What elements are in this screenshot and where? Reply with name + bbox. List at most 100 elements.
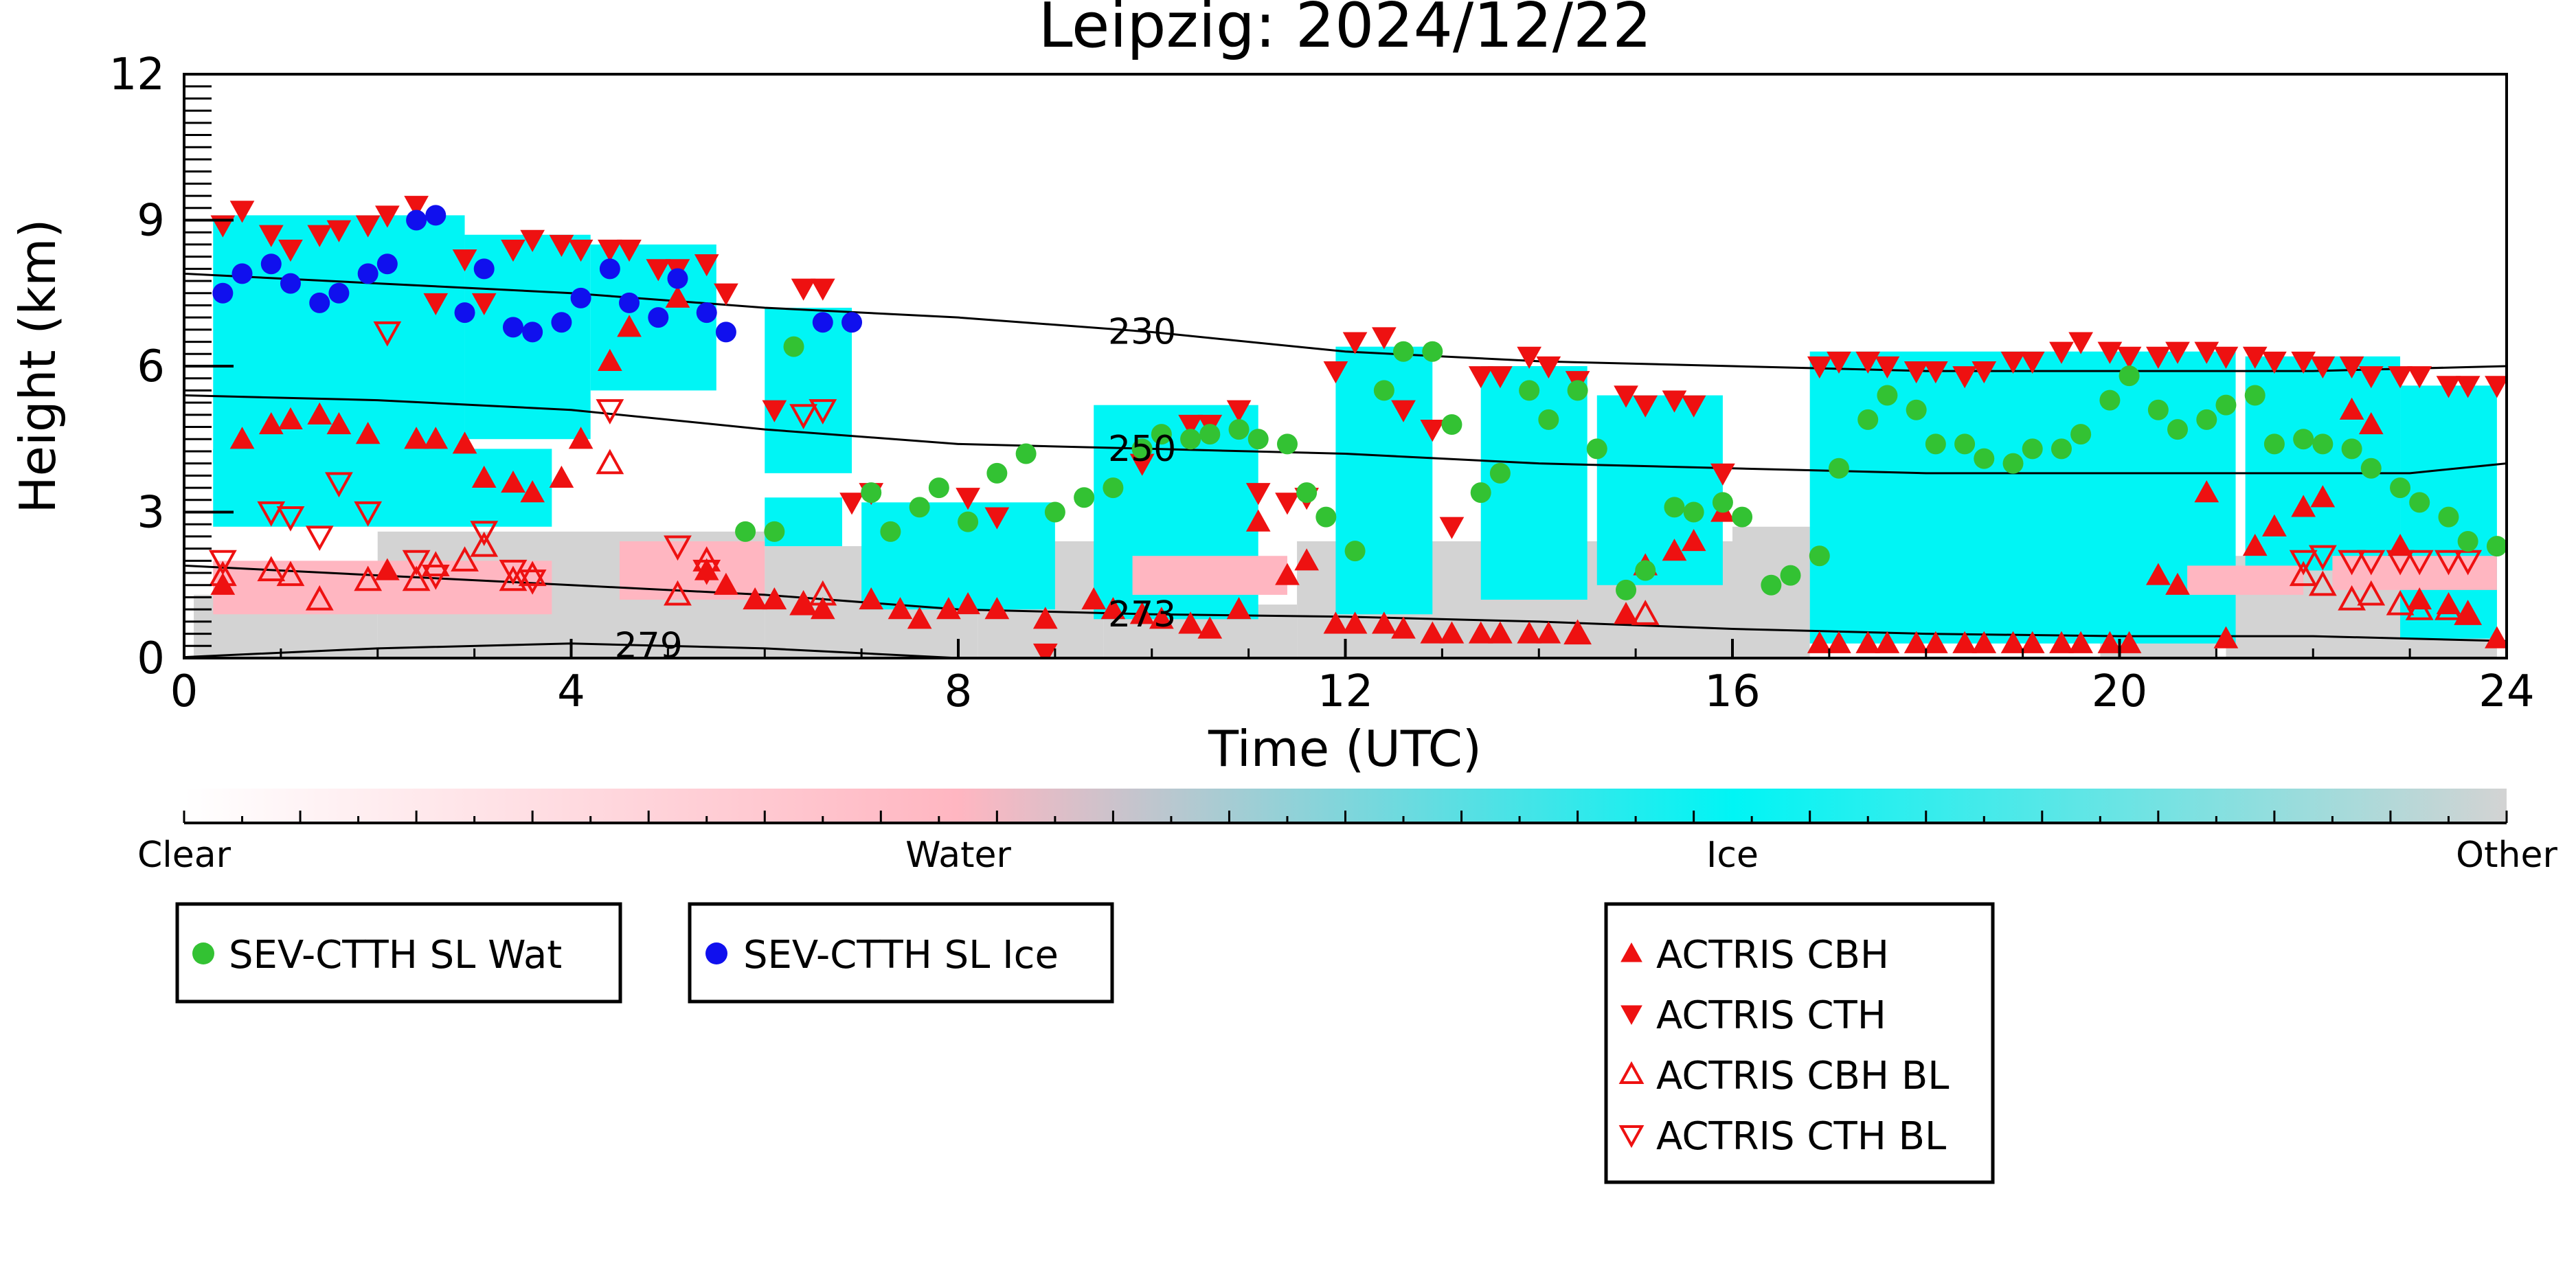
sev-ctth-sl-wat-point (861, 482, 882, 504)
sev-ctth-sl-wat-point (2263, 433, 2285, 455)
actris-cbh-point (2242, 534, 2268, 556)
actris-cbh-point (907, 607, 932, 629)
actris-cbh-point (984, 597, 1010, 620)
actris-cbh-point (2020, 631, 2045, 653)
actris-cbh-point (1827, 631, 1851, 653)
actris-cth-point (2407, 366, 2432, 389)
sev-ctth-sl-wat-point (2409, 492, 2430, 513)
actris-cth-bl-point (2434, 550, 2463, 576)
actris-cbh-point (1536, 621, 1561, 644)
legend-label: ACTRIS CBH BL (1656, 1054, 1949, 1098)
actris-cbh-point (1855, 631, 1881, 653)
actris-cbh-point (2291, 495, 2316, 517)
actris-cbh-point (2485, 626, 2507, 648)
sev-ctth-sl-wat-point (2002, 453, 2024, 474)
actris-cth-bl-point (421, 564, 450, 590)
actris-cbh-bl-point (305, 585, 334, 611)
actris-cbh-point (1294, 548, 1319, 571)
sev-ctth-sl-wat-point (928, 477, 949, 499)
actris-cbh-point (2146, 563, 2171, 585)
actris-cbh-point (2388, 534, 2413, 556)
sev-ctth-sl-wat-point (1489, 462, 1511, 484)
mask-ice-region (765, 308, 852, 473)
sev-ctth-sl-wat-point (2486, 536, 2507, 557)
actris-cth-point (2242, 346, 2268, 369)
sev-ctth-sl-ice-point (231, 263, 253, 284)
y-tick-label: 3 (137, 488, 165, 539)
actris-cbh-point (1614, 602, 1638, 624)
actris-cth-point (2388, 366, 2413, 389)
sev-ctth-sl-wat-point (2341, 438, 2362, 460)
sev-ctth-sl-wat-point (1276, 433, 1298, 455)
sev-ctth-sl-wat-point (1131, 438, 1153, 460)
actris-cbh-bl-point (2308, 570, 2337, 596)
x-tick-label: 24 (2478, 666, 2534, 717)
actris-cth-point (810, 278, 835, 301)
actris-cbh-point (665, 285, 690, 308)
actris-cbh-point (1468, 621, 1493, 644)
sev-ctth-sl-wat-point (2022, 438, 2043, 460)
legend-label: SEV-CTTH SL Wat (229, 933, 562, 978)
actris-cbh-point (694, 558, 719, 580)
sev-ctth-sl-wat-point (2293, 429, 2314, 450)
actris-cbh-point (2455, 602, 2481, 624)
sev-ctth-sl-wat-point (1103, 477, 1124, 499)
sev-ctth-sl-ice-point (812, 312, 833, 333)
legend-sev-wat (175, 902, 622, 1004)
actris-cbh-point (258, 411, 284, 435)
actris-cbh-bl-point (596, 449, 624, 475)
actris-cth-point (1710, 463, 1735, 486)
actris-cth-point (1439, 517, 1465, 539)
sev-ctth-sl-wat-point (2070, 424, 2092, 445)
actris-cth-point (1662, 390, 1687, 413)
actris-cbh-point (1681, 528, 1706, 552)
sev-ctth-sl-wat-point (1635, 560, 1656, 581)
sev-ctth-sl-wat-point (1954, 433, 1976, 455)
actris-cth-point (1952, 366, 1977, 389)
sev-ctth-sl-wat-point (1732, 506, 1753, 528)
actris-cth-point (1971, 361, 1997, 384)
actris-cbh-point (617, 315, 642, 337)
sev-ctth-sl-wat-point (735, 521, 756, 542)
actris-cbh-point (2116, 631, 2142, 653)
actris-cbh-point (1129, 602, 1155, 624)
actris-cth-point (1488, 366, 1513, 389)
sev-ctth-sl-wat-point (1151, 424, 1172, 445)
sev-ctth-sl-wat-point (1828, 457, 1849, 479)
actris-cth-point (258, 225, 284, 247)
sev-ctth-sl-wat-point (1519, 380, 1540, 401)
actris-cth-point (2455, 376, 2481, 398)
sev-ctth-sl-ice-point (260, 253, 282, 275)
legend-sev-ice (688, 902, 1114, 1004)
sev-ctth-sl-ice-point (502, 317, 523, 338)
isotherm-labels: 230 250 273 279 (615, 311, 1177, 666)
actris-cth-point (1342, 332, 1368, 354)
actris-cbh-point (404, 427, 429, 449)
sev-ctth-sl-wat-point (1616, 579, 1637, 600)
actris-cth-point (1468, 366, 1493, 389)
actris-cth-bl-point (789, 404, 817, 429)
actris-cth-point (423, 293, 449, 315)
legend-marker-actris (1618, 1125, 1645, 1149)
mask-water-region (619, 541, 765, 600)
actris-cbh-point (1178, 611, 1203, 634)
actris-cbh-point (1323, 611, 1348, 634)
sev-ctth-sl-wat-point (1422, 341, 1443, 362)
actris-cth-point (1275, 493, 1300, 515)
sev-ctth-sl-ice-point (473, 258, 495, 280)
legend-marker-actris (1620, 942, 1642, 962)
sev-ctth-sl-wat-point (958, 511, 979, 532)
actris-cth-point (2020, 351, 2045, 374)
actris-cbh-point (1100, 597, 1126, 620)
actris-cbh-bl-point (451, 546, 479, 572)
actris-cth-point (1614, 385, 1638, 408)
actris-cth-point (1372, 327, 1397, 350)
sev-ctth-sl-ice-point (648, 307, 669, 328)
sev-ctth-sl-wat-point (2457, 531, 2478, 552)
actris-cth-point (791, 278, 816, 301)
actris-cbh-point (1439, 621, 1465, 644)
sev-ctth-sl-wat-point (2438, 506, 2459, 528)
axes: 0 4 8 12 16 20 24 0 3 6 9 12 (109, 49, 2535, 717)
actris-cbh-point (2068, 631, 2093, 653)
actris-cbh-point (423, 427, 449, 449)
